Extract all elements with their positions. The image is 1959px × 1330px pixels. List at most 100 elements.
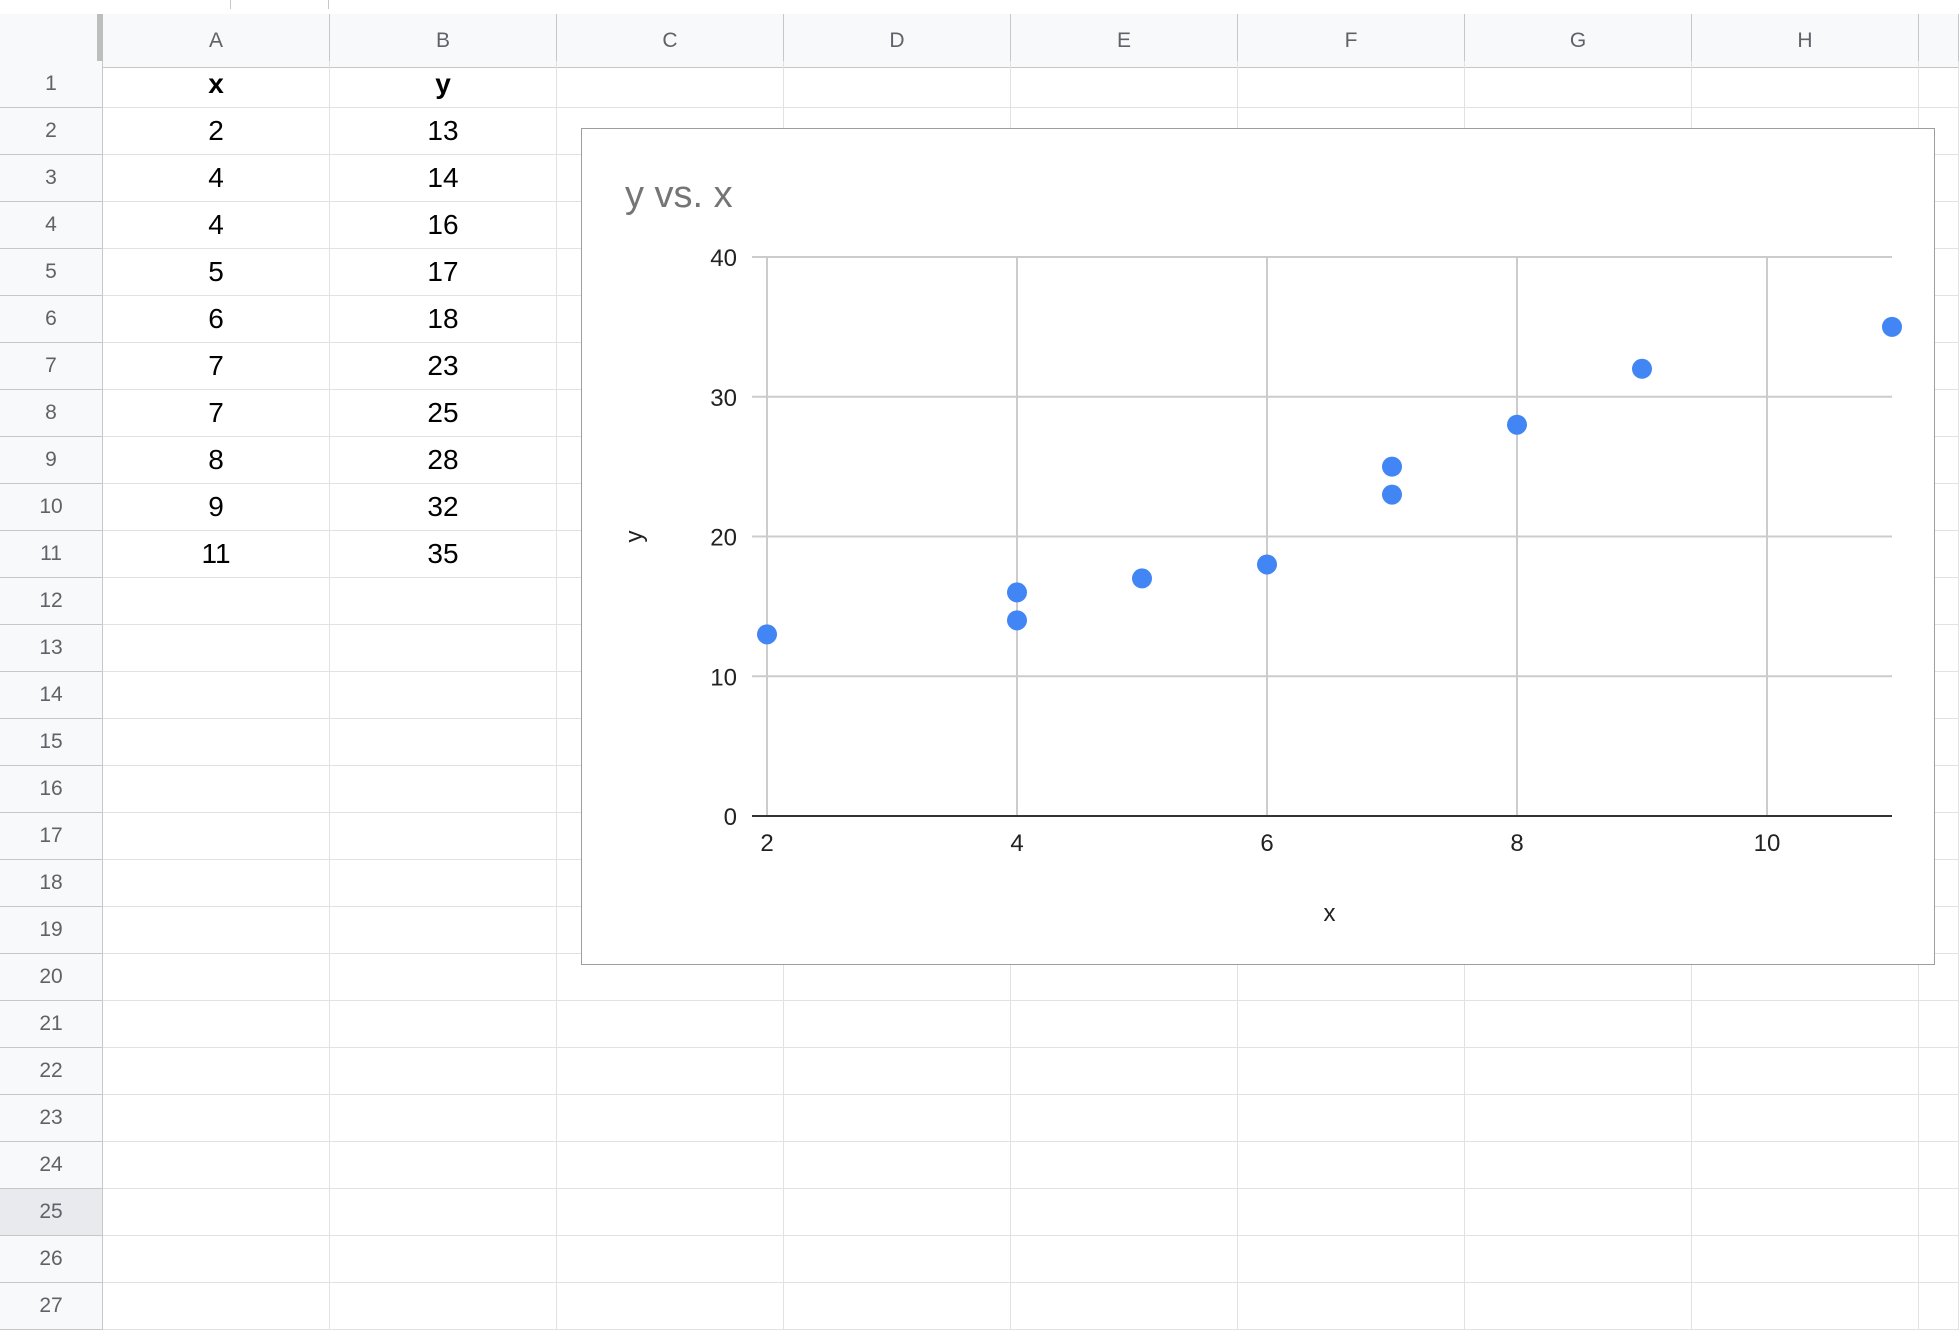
cell-b7[interactable]: 23 (330, 343, 557, 390)
cell-a14[interactable] (103, 672, 330, 719)
cell-b3[interactable]: 14 (330, 155, 557, 202)
cell-d22[interactable] (784, 1048, 1011, 1095)
cell-b17[interactable] (330, 813, 557, 860)
cell-e27[interactable] (1011, 1283, 1238, 1330)
cell-e26[interactable] (1011, 1236, 1238, 1283)
data-point[interactable] (757, 624, 777, 645)
row-header-20[interactable]: 20 (0, 954, 103, 1001)
cell-f26[interactable] (1238, 1236, 1465, 1283)
cell-b5[interactable]: 17 (330, 249, 557, 296)
cell-b2[interactable]: 13 (330, 108, 557, 155)
cell-b23[interactable] (330, 1095, 557, 1142)
cell-a5[interactable]: 5 (103, 249, 330, 296)
cell-a22[interactable] (103, 1048, 330, 1095)
row-header-24[interactable]: 24 (0, 1142, 103, 1189)
row-header-16[interactable]: 16 (0, 766, 103, 813)
cell-c25[interactable] (557, 1189, 784, 1236)
cell-a18[interactable] (103, 860, 330, 907)
cell-d27[interactable] (784, 1283, 1011, 1330)
cell-b16[interactable] (330, 766, 557, 813)
column-header-d[interactable]: D (784, 14, 1011, 68)
cell-f1[interactable] (1238, 61, 1465, 108)
row-header-6[interactable]: 6 (0, 296, 103, 343)
column-header-g[interactable]: G (1465, 14, 1692, 68)
cell-a7[interactable]: 7 (103, 343, 330, 390)
row-header-7[interactable]: 7 (0, 343, 103, 390)
cell-e25[interactable] (1011, 1189, 1238, 1236)
cell-g25[interactable] (1465, 1189, 1692, 1236)
cell-partial-22[interactable] (1919, 1048, 1959, 1095)
row-header-17[interactable]: 17 (0, 813, 103, 860)
row-header-2[interactable]: 2 (0, 108, 103, 155)
row-header-1[interactable]: 1 (0, 61, 103, 108)
cell-a27[interactable] (103, 1283, 330, 1330)
cell-partial-26[interactable] (1919, 1236, 1959, 1283)
data-point[interactable] (1632, 358, 1652, 379)
cell-h21[interactable] (1692, 1001, 1919, 1048)
cell-b24[interactable] (330, 1142, 557, 1189)
cell-a26[interactable] (103, 1236, 330, 1283)
cell-d26[interactable] (784, 1236, 1011, 1283)
cell-b15[interactable] (330, 719, 557, 766)
cell-e20[interactable] (1011, 954, 1238, 1001)
row-header-5[interactable]: 5 (0, 249, 103, 296)
cell-h26[interactable] (1692, 1236, 1919, 1283)
cell-d25[interactable] (784, 1189, 1011, 1236)
cell-f24[interactable] (1238, 1142, 1465, 1189)
row-header-21[interactable]: 21 (0, 1001, 103, 1048)
cell-a25[interactable] (103, 1189, 330, 1236)
cell-b20[interactable] (330, 954, 557, 1001)
cell-b11[interactable]: 35 (330, 531, 557, 578)
row-header-22[interactable]: 22 (0, 1048, 103, 1095)
cell-a1[interactable]: x (103, 61, 330, 108)
cell-a20[interactable] (103, 954, 330, 1001)
cell-b13[interactable] (330, 625, 557, 672)
cell-partial-27[interactable] (1919, 1283, 1959, 1330)
cell-a19[interactable] (103, 907, 330, 954)
row-header-4[interactable]: 4 (0, 202, 103, 249)
cell-b27[interactable] (330, 1283, 557, 1330)
column-header-a[interactable]: A (103, 14, 330, 68)
scatter-chart[interactable]: y vs. x 0 10 20 30 40 2 4 6 8 10 x y (581, 128, 1935, 965)
cell-g24[interactable] (1465, 1142, 1692, 1189)
cell-h23[interactable] (1692, 1095, 1919, 1142)
cell-b6[interactable]: 18 (330, 296, 557, 343)
cell-a4[interactable]: 4 (103, 202, 330, 249)
cell-b22[interactable] (330, 1048, 557, 1095)
cell-e21[interactable] (1011, 1001, 1238, 1048)
cell-b19[interactable] (330, 907, 557, 954)
cell-a13[interactable] (103, 625, 330, 672)
cell-d21[interactable] (784, 1001, 1011, 1048)
column-header-e[interactable]: E (1011, 14, 1238, 68)
cell-f20[interactable] (1238, 954, 1465, 1001)
cell-g21[interactable] (1465, 1001, 1692, 1048)
cell-d20[interactable] (784, 954, 1011, 1001)
cell-a3[interactable]: 4 (103, 155, 330, 202)
cell-b14[interactable] (330, 672, 557, 719)
cell-partial-25[interactable] (1919, 1189, 1959, 1236)
data-point[interactable] (1382, 484, 1402, 505)
cell-e1[interactable] (1011, 61, 1238, 108)
row-header-9[interactable]: 9 (0, 437, 103, 484)
data-point[interactable] (1257, 554, 1277, 575)
cell-b12[interactable] (330, 578, 557, 625)
cell-e24[interactable] (1011, 1142, 1238, 1189)
data-point[interactable] (1007, 610, 1027, 631)
cell-b1[interactable]: y (330, 61, 557, 108)
cell-h25[interactable] (1692, 1189, 1919, 1236)
cell-b21[interactable] (330, 1001, 557, 1048)
row-header-18[interactable]: 18 (0, 860, 103, 907)
row-header-11[interactable]: 11 (0, 531, 103, 578)
cell-e23[interactable] (1011, 1095, 1238, 1142)
cell-b8[interactable]: 25 (330, 390, 557, 437)
column-header-f[interactable]: F (1238, 14, 1465, 68)
cell-b26[interactable] (330, 1236, 557, 1283)
row-header-26[interactable]: 26 (0, 1236, 103, 1283)
cell-b10[interactable]: 32 (330, 484, 557, 531)
cell-c24[interactable] (557, 1142, 784, 1189)
data-point[interactable] (1507, 414, 1527, 435)
column-header-h[interactable]: H (1692, 14, 1919, 68)
cell-c27[interactable] (557, 1283, 784, 1330)
cell-a2[interactable]: 2 (103, 108, 330, 155)
row-header-19[interactable]: 19 (0, 907, 103, 954)
